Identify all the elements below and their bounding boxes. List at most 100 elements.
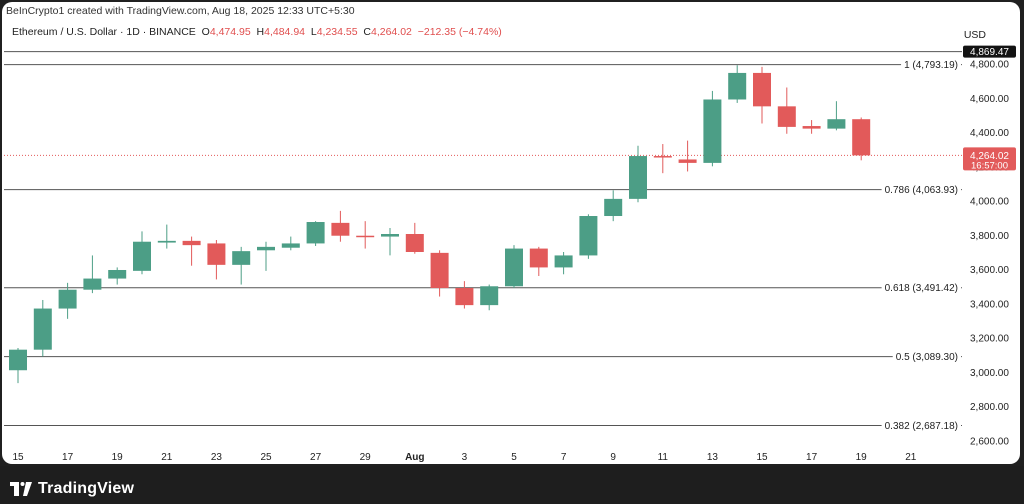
x-axis-tick: 9 xyxy=(610,452,616,463)
candle-body xyxy=(579,216,598,256)
candle-body xyxy=(653,156,672,158)
fib-label-bg xyxy=(881,184,961,198)
candle-body xyxy=(852,119,871,156)
x-axis-tick: 23 xyxy=(211,452,223,463)
candle-body xyxy=(827,119,846,129)
candle-body xyxy=(356,235,375,238)
x-axis-tick: 13 xyxy=(707,452,719,463)
candle-body xyxy=(133,241,151,271)
fib-label-bg xyxy=(881,420,961,434)
x-axis-tick: 15 xyxy=(756,452,768,463)
candle-body xyxy=(281,243,300,248)
symbol-name[interactable]: Ethereum / U.S. Dollar · 1D · BINANCE xyxy=(12,26,196,38)
top-level-tag-label: 4,869.47 xyxy=(970,47,1009,58)
fib-label: 0.5 (3,089.30) xyxy=(896,352,958,363)
tradingview-logo-icon xyxy=(10,482,32,496)
x-axis-tick: 3 xyxy=(462,452,468,463)
candle-body xyxy=(207,243,226,265)
y-axis-tick: 4,400.00 xyxy=(970,128,1009,139)
ohlc-high-value: 4,484.94 xyxy=(264,26,305,38)
price-chart[interactable]: 1 (4,793.19) 0.786 (4,063.93) 0.618 (3,491… xyxy=(0,0,1024,470)
candle-body xyxy=(232,251,251,265)
tradingview-logo-text: TradingView xyxy=(38,480,135,497)
x-axis-tick: 7 xyxy=(561,452,567,463)
x-axis-tick: 19 xyxy=(856,452,868,463)
candle-body xyxy=(604,198,623,217)
y-axis-tick: 3,200.00 xyxy=(970,334,1009,345)
x-axis-tick: 27 xyxy=(310,452,322,463)
candle-body xyxy=(455,287,474,306)
y-axis-tick: 3,400.00 xyxy=(970,299,1009,310)
y-axis-tick: 3,000.00 xyxy=(970,368,1009,379)
candle-body xyxy=(777,106,796,127)
candle-body xyxy=(753,72,771,107)
candle-body xyxy=(802,126,821,129)
fib-label: 0.786 (4,063.93) xyxy=(885,185,958,196)
fib-label-bg xyxy=(892,351,961,365)
candle-body xyxy=(678,159,697,163)
top-level-tag xyxy=(963,45,1016,58)
y-axis-tick: 4,600.00 xyxy=(970,94,1009,105)
fib-label: 0.618 (3,491.42) xyxy=(885,283,958,294)
ohlc-low-value: 4,234.55 xyxy=(316,26,358,38)
candle-body xyxy=(331,222,350,236)
candle-body xyxy=(430,252,449,288)
y-axis-tick: 3,600.00 xyxy=(970,265,1009,276)
candle-body xyxy=(58,289,77,309)
y-axis-tick: 2,600.00 xyxy=(970,437,1009,448)
price-change: −212.35 (−4.74%) xyxy=(417,26,502,38)
x-axis-tick: 17 xyxy=(62,452,74,463)
candle-body xyxy=(257,246,275,251)
fib-label: 1 (4,793.19) xyxy=(904,60,958,71)
candle-body xyxy=(33,308,52,350)
candle-body xyxy=(629,156,647,199)
y-axis-tick: 2,800.00 xyxy=(970,402,1009,413)
currency-label[interactable]: USD xyxy=(963,29,986,41)
x-axis-tick: 17 xyxy=(806,452,818,463)
x-axis-tick: 11 xyxy=(658,452,669,463)
ohlc-open-value: 4,474.95 xyxy=(209,26,251,38)
candle-body xyxy=(529,248,548,268)
candle-body xyxy=(108,269,127,279)
fib-label-bg xyxy=(881,282,961,296)
x-axis-tick: 15 xyxy=(12,452,24,463)
x-axis-tick: 29 xyxy=(360,452,372,463)
candle-body xyxy=(83,278,102,290)
candle-body xyxy=(381,234,399,237)
x-axis-tick: 19 xyxy=(112,452,124,463)
candle-body xyxy=(703,99,722,163)
ohlc-open-label: O xyxy=(201,26,210,38)
candle-body xyxy=(554,255,573,268)
x-axis-tick: 21 xyxy=(905,452,917,463)
x-axis-tick: 25 xyxy=(260,452,272,463)
y-axis-tick: 3,800.00 xyxy=(970,231,1009,242)
candle-body xyxy=(182,240,201,246)
candle-body xyxy=(157,240,176,243)
candle-body xyxy=(306,222,325,244)
candle-body xyxy=(9,349,27,371)
y-axis-tick: 4,000.00 xyxy=(970,197,1009,208)
candle-body xyxy=(505,248,523,287)
x-axis-tick: 21 xyxy=(161,452,173,463)
x-axis-tick: Aug xyxy=(405,452,424,463)
candle-body xyxy=(728,72,747,100)
symbol-legend: Ethereum / U.S. Dollar · 1D · BINANCE O4… xyxy=(12,26,502,38)
current-price-label: 4,264.02 xyxy=(970,151,1009,162)
ohlc-close-value: 4,264.02 xyxy=(371,26,412,38)
bar-countdown-label: 16:57:00 xyxy=(971,160,1008,171)
chart-panel: BeInCrypto1 created with TradingView.com… xyxy=(2,2,1020,464)
fib-label-bg xyxy=(901,59,961,73)
footer-bar: TradingView xyxy=(0,466,1024,504)
candle-body xyxy=(480,286,499,306)
fib-label: 0.382 (2,687.18) xyxy=(885,421,958,432)
current-price-tag xyxy=(963,147,1016,171)
y-axis-tick: 4,800.00 xyxy=(970,60,1009,71)
chart-caption: BeInCrypto1 created with TradingView.com… xyxy=(6,5,355,17)
candle-body xyxy=(405,234,424,252)
tradingview-logo[interactable]: TradingView xyxy=(10,479,134,499)
x-axis-tick: 5 xyxy=(511,452,517,463)
ohlc-high-label: H xyxy=(256,26,265,38)
ohlc-close-label: C xyxy=(363,26,371,38)
ohlc-low-label: L xyxy=(310,26,317,38)
